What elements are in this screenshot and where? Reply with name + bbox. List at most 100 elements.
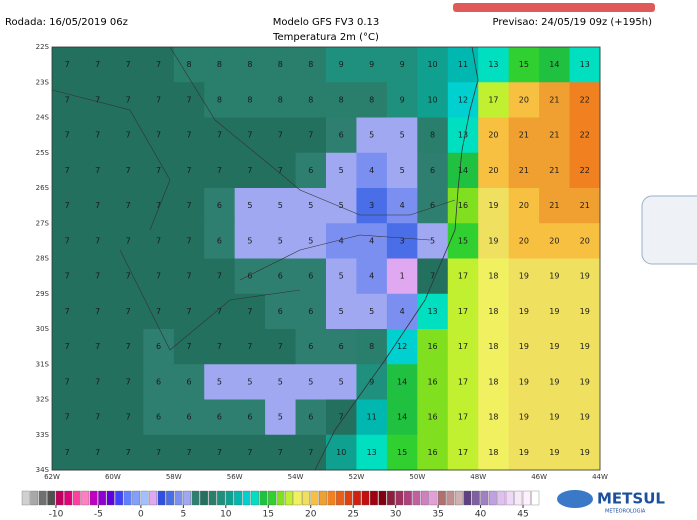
colorbar-segment <box>361 490 370 506</box>
temp-cell <box>478 223 510 259</box>
temp-value: 17 <box>458 272 468 281</box>
temp-value: 7 <box>95 272 100 281</box>
temp-cell <box>52 152 83 189</box>
temp-cell <box>508 258 540 295</box>
temp-cell <box>52 293 83 330</box>
colorbar-segment <box>64 490 73 506</box>
temp-cell <box>143 117 175 154</box>
temp-value: 7 <box>126 60 131 69</box>
temp-value: 7 <box>126 131 131 140</box>
temp-value: 19 <box>519 377 529 386</box>
colorbar-segment <box>208 490 217 506</box>
colorbar-segment <box>38 490 47 506</box>
temp-value: 16 <box>458 201 468 210</box>
temp-value: 9 <box>339 60 344 69</box>
temp-cell <box>143 293 175 330</box>
colorbar-segment <box>242 490 251 506</box>
temp-cell <box>52 364 83 400</box>
temp-value: 8 <box>247 60 252 69</box>
temp-cell <box>265 223 297 259</box>
temp-value: 19 <box>580 413 590 422</box>
temp-cell <box>539 47 571 83</box>
temp-cell <box>326 47 357 83</box>
temp-value: 4 <box>339 236 344 245</box>
temp-value: 7 <box>65 95 70 104</box>
temp-value: 7 <box>186 448 191 457</box>
temp-value: 7 <box>156 166 161 175</box>
lat-label: 25S <box>36 149 50 157</box>
temp-cell <box>173 258 205 295</box>
temp-value: 19 <box>580 272 590 281</box>
lat-label: 26S <box>36 184 50 192</box>
temp-cell <box>356 329 388 365</box>
temp-value: 8 <box>369 95 374 104</box>
temp-value: 7 <box>217 342 222 351</box>
temp-value: 7 <box>65 272 70 281</box>
temp-cell <box>447 188 479 224</box>
temp-value: 6 <box>186 413 191 422</box>
temp-value: 21 <box>519 131 529 140</box>
temp-cell <box>539 188 571 224</box>
temp-cell <box>52 399 83 436</box>
colorbar-segment <box>514 490 523 506</box>
temp-value: 12 <box>397 342 407 351</box>
temp-cell <box>173 399 205 436</box>
temp-cell <box>356 117 388 154</box>
temp-value: 18 <box>488 307 498 316</box>
temp-cell <box>326 82 357 118</box>
temp-value: 20 <box>488 131 498 140</box>
temp-value: 7 <box>217 272 222 281</box>
temp-value: 5 <box>278 413 283 422</box>
temp-cell <box>417 434 449 471</box>
temp-value: 7 <box>308 131 313 140</box>
temp-value: 22 <box>580 131 590 140</box>
temp-cell <box>295 434 327 471</box>
lon-label: 62W <box>44 473 60 481</box>
temp-value: 7 <box>156 95 161 104</box>
temp-value: 6 <box>308 342 313 351</box>
temp-cell <box>447 82 479 118</box>
temp-cell <box>295 399 327 436</box>
temp-cell <box>386 434 418 471</box>
temp-cell <box>386 364 418 400</box>
temp-value: 7 <box>156 131 161 140</box>
colorbar-segment <box>403 490 412 506</box>
temp-value: 6 <box>156 377 161 386</box>
lat-label: 32S <box>36 396 50 404</box>
temp-value: 3 <box>400 236 405 245</box>
temp-cell <box>569 223 601 259</box>
temp-value: 14 <box>458 166 468 175</box>
temp-value: 7 <box>156 448 161 457</box>
temp-cell <box>447 293 479 330</box>
temp-cell <box>386 223 418 259</box>
temp-cell <box>82 47 114 83</box>
temp-value: 16 <box>427 342 437 351</box>
temp-value: 17 <box>458 413 468 422</box>
temp-cell <box>265 329 297 365</box>
colorbar-segment <box>285 490 293 506</box>
temp-cell <box>234 399 266 436</box>
colorbar-segment <box>420 490 429 506</box>
temp-cell <box>417 152 449 189</box>
temp-value: 6 <box>308 272 313 281</box>
temp-value: 17 <box>458 377 468 386</box>
temp-cell <box>447 117 479 154</box>
side-panel[interactable] <box>641 195 697 265</box>
temp-value: 7 <box>65 377 70 386</box>
temp-cell <box>539 152 571 189</box>
temp-value: 7 <box>65 448 70 457</box>
temp-value: 6 <box>217 201 222 210</box>
temp-cell <box>326 293 357 330</box>
temp-cell <box>508 434 540 471</box>
temp-cell <box>295 329 327 365</box>
temp-value: 6 <box>156 413 161 422</box>
temp-value: 3 <box>369 201 374 210</box>
temp-cell <box>112 329 144 365</box>
temp-value: 7 <box>217 307 222 316</box>
temp-cell <box>265 293 297 330</box>
temp-cell <box>386 329 418 365</box>
temp-cell <box>356 47 388 83</box>
temp-cell <box>386 47 418 83</box>
temp-value: 5 <box>339 377 344 386</box>
temp-cell <box>234 188 266 224</box>
